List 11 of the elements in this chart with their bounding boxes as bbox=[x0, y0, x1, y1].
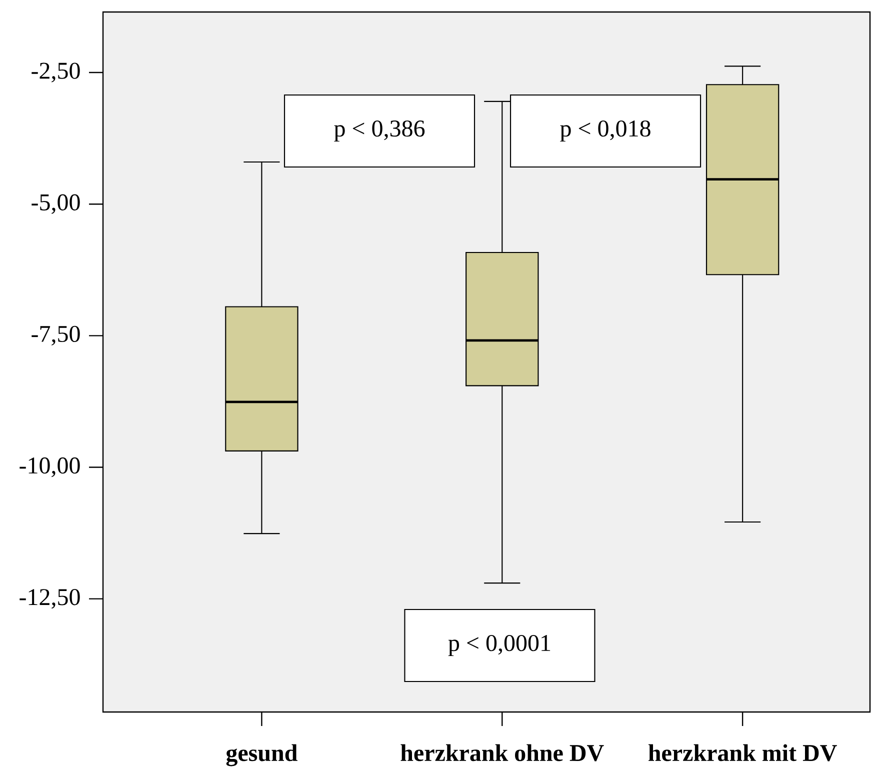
y-tick-label: -10,00 bbox=[20, 457, 80, 478]
y-tick-label: -7,50 bbox=[32, 326, 80, 346]
x-tick-label: herzkrank mit DV bbox=[648, 744, 837, 762]
y-tick-label: -2,50 bbox=[32, 62, 80, 82]
annotation: p < 0,386 bbox=[334, 120, 425, 142]
annotation: p < 0,0001 bbox=[448, 634, 550, 656]
y-tick-label: -12,50 bbox=[20, 589, 80, 609]
x-tick-label: herzkrank ohne DV bbox=[400, 744, 604, 762]
y-tick-label: -5,00 bbox=[32, 194, 80, 214]
x-tick-label: gesund bbox=[226, 744, 298, 766]
annotation: p < 0,018 bbox=[560, 120, 650, 142]
